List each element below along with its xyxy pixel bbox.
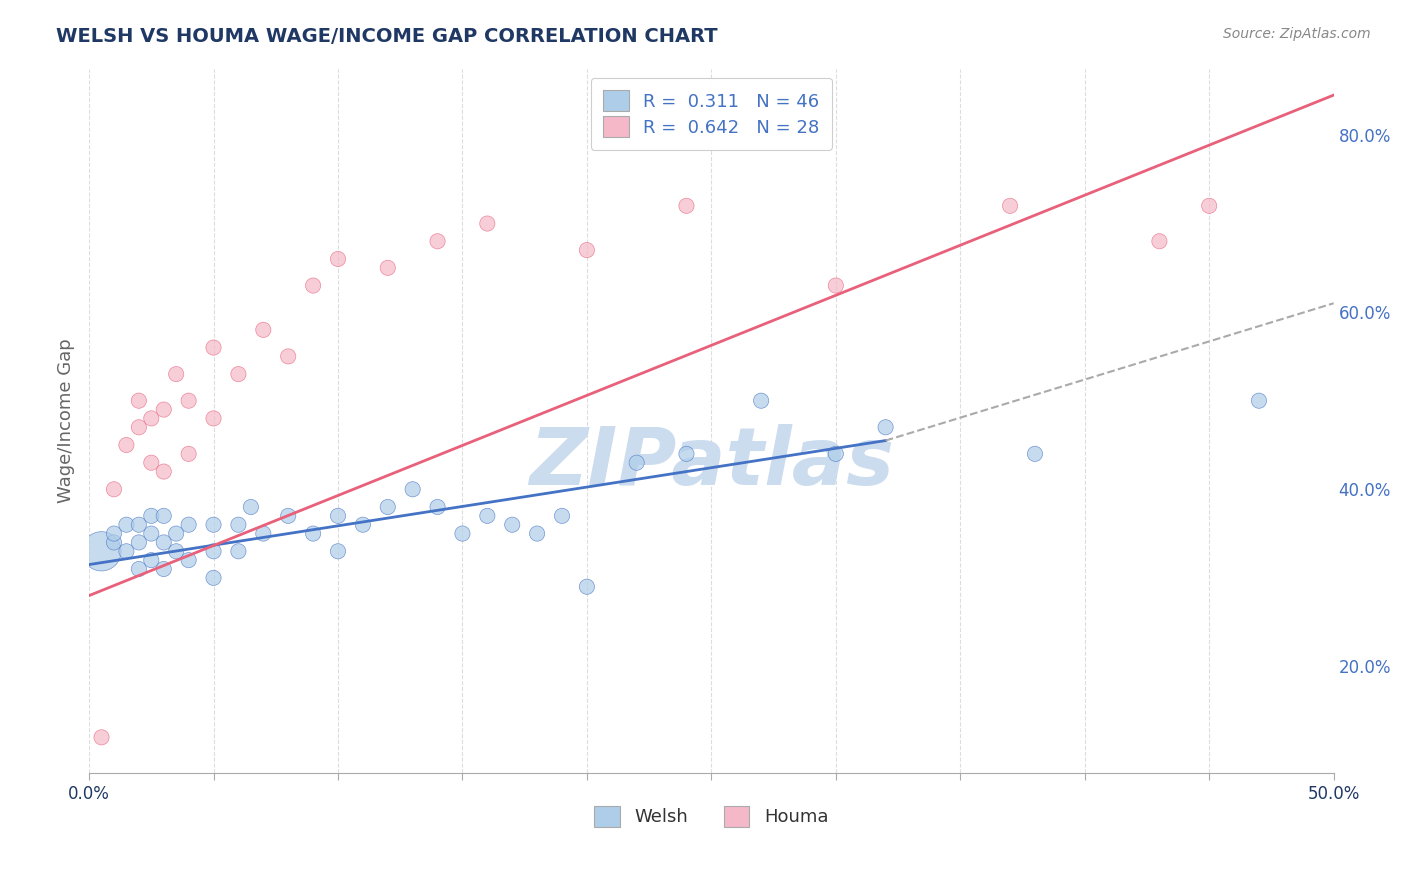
Point: [90, 731, 112, 745]
Point: [103, 483, 125, 497]
Point: [749, 393, 772, 408]
Point: [875, 420, 897, 434]
Point: [551, 508, 574, 523]
Point: [377, 260, 399, 275]
Point: [128, 393, 150, 408]
Point: [228, 517, 250, 532]
Point: [128, 517, 150, 532]
Point: [426, 234, 449, 248]
Point: [675, 447, 697, 461]
Point: [141, 508, 163, 523]
Point: [426, 500, 449, 514]
Point: [477, 508, 499, 523]
Point: [152, 508, 174, 523]
Point: [141, 526, 163, 541]
Point: [824, 278, 846, 293]
Point: [152, 465, 174, 479]
Point: [252, 526, 274, 541]
Point: [103, 526, 125, 541]
Point: [152, 562, 174, 576]
Text: Source: ZipAtlas.com: Source: ZipAtlas.com: [1223, 27, 1371, 41]
Point: [165, 544, 187, 558]
Point: [401, 483, 423, 497]
Point: [128, 420, 150, 434]
Point: [302, 278, 325, 293]
Point: [824, 447, 846, 461]
Text: WELSH VS HOUMA WAGE/INCOME GAP CORRELATION CHART: WELSH VS HOUMA WAGE/INCOME GAP CORRELATI…: [56, 27, 718, 45]
Point: [326, 252, 349, 266]
Point: [451, 526, 474, 541]
Point: [352, 517, 374, 532]
Point: [675, 199, 697, 213]
Point: [202, 341, 225, 355]
Point: [177, 553, 200, 567]
Point: [177, 447, 200, 461]
Point: [228, 544, 250, 558]
Point: [165, 526, 187, 541]
Point: [326, 508, 349, 523]
Point: [115, 438, 138, 452]
Point: [177, 517, 200, 532]
Point: [115, 544, 138, 558]
Point: [202, 544, 225, 558]
Point: [252, 323, 274, 337]
Point: [501, 517, 523, 532]
Point: [239, 500, 262, 514]
Point: [177, 393, 200, 408]
Point: [277, 350, 299, 364]
Point: [1247, 393, 1270, 408]
Point: [152, 402, 174, 417]
Point: [152, 535, 174, 549]
Point: [575, 243, 598, 257]
Point: [1198, 199, 1220, 213]
Point: [626, 456, 648, 470]
Point: [128, 535, 150, 549]
Point: [998, 199, 1021, 213]
Point: [141, 553, 163, 567]
Point: [377, 500, 399, 514]
Point: [326, 544, 349, 558]
Point: [202, 517, 225, 532]
Point: [277, 508, 299, 523]
Point: [526, 526, 548, 541]
Point: [128, 562, 150, 576]
Point: [202, 571, 225, 585]
Legend: Welsh, Houma: Welsh, Houma: [588, 799, 835, 834]
Point: [141, 411, 163, 425]
Point: [1024, 447, 1046, 461]
Point: [477, 217, 499, 231]
Point: [202, 411, 225, 425]
Point: [302, 526, 325, 541]
Point: [165, 367, 187, 381]
Point: [141, 456, 163, 470]
Point: [575, 580, 598, 594]
Point: [1149, 234, 1171, 248]
Point: [115, 517, 138, 532]
Y-axis label: Wage/Income Gap: Wage/Income Gap: [58, 338, 75, 503]
Point: [103, 535, 125, 549]
Text: ZIPatlas: ZIPatlas: [529, 424, 894, 502]
Point: [228, 367, 250, 381]
Point: [90, 544, 112, 558]
